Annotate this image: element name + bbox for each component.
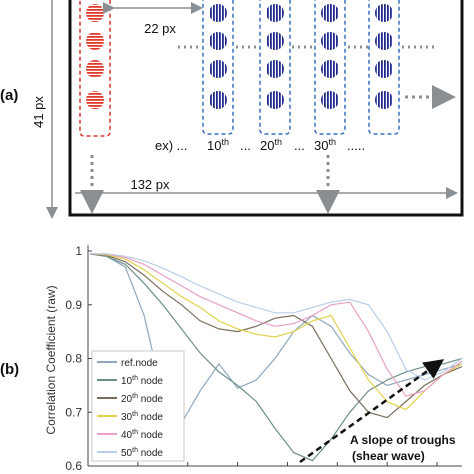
node-box-20 xyxy=(259,0,291,135)
series-line-1 xyxy=(87,253,463,462)
node xyxy=(209,32,227,50)
dim-41-label: 41 px xyxy=(31,96,46,128)
label-10th: 10th xyxy=(207,137,229,153)
y-tick-label: 1 xyxy=(75,244,82,258)
node xyxy=(266,4,284,22)
node xyxy=(321,32,339,50)
node xyxy=(321,60,339,78)
label-30th: 30th xyxy=(314,137,336,153)
legend-entry: 30th node xyxy=(121,411,163,423)
node xyxy=(375,91,393,109)
ref-node-box xyxy=(79,0,111,137)
legend-entry: ref.node xyxy=(121,358,158,369)
y-tick-label: 0.9 xyxy=(65,298,82,312)
ref-node xyxy=(86,32,104,50)
node xyxy=(375,4,393,22)
annotation-line2: (shear wave) xyxy=(352,449,425,463)
series-line-4 xyxy=(87,253,463,397)
label-20th: 20th xyxy=(260,137,282,153)
dots-between-1: ... xyxy=(240,138,251,153)
node-box-30 xyxy=(314,0,346,135)
y-tick-label: 0.8 xyxy=(65,352,82,366)
annotation-line1: A slope of troughs xyxy=(350,433,456,447)
node xyxy=(266,32,284,50)
legend-box xyxy=(91,350,185,462)
legend-entry: 40th node xyxy=(121,429,163,441)
ref-node xyxy=(86,60,104,78)
legend-entry: 50th node xyxy=(121,447,163,459)
node xyxy=(266,60,284,78)
node xyxy=(375,60,393,78)
ref-node xyxy=(86,91,104,109)
series-line-3 xyxy=(87,253,463,411)
panel-b-label: (b) xyxy=(0,361,19,378)
panel-a-label: (a) xyxy=(0,87,18,104)
legend-entry: 20th node xyxy=(121,393,163,405)
node xyxy=(209,60,227,78)
legend-entry: 10th node xyxy=(121,375,163,387)
y-tick-label: 0.6 xyxy=(65,459,82,473)
ref-node xyxy=(86,4,104,22)
dots-between-2: ... xyxy=(294,138,305,153)
dim-22-label: 22 px xyxy=(144,21,176,36)
node xyxy=(375,32,393,50)
panel-a-frame xyxy=(68,0,464,217)
node xyxy=(209,4,227,22)
node xyxy=(321,91,339,109)
trough-slope-arrow xyxy=(299,359,445,464)
trailing-dots: ..... xyxy=(347,138,365,153)
node xyxy=(321,4,339,22)
panel-a: 22 px 41 px (a) ex) ... 10th ... 20th ..… xyxy=(0,0,464,219)
node xyxy=(266,91,284,109)
series-line-5 xyxy=(88,253,463,381)
plot-area: 0.6 0.7 0.8 0.9 1 ref.node 10th node 20th node 3… xyxy=(65,244,463,473)
panel-b: (b) Correlation Coefficient (raw) 0.6 0.7… xyxy=(0,244,463,473)
node-labels: ex) ... 10th ... 20th ... 30th ..... xyxy=(155,137,365,153)
series-line-0 xyxy=(87,253,463,425)
node-box-40 xyxy=(368,0,400,135)
ref-node-column xyxy=(86,4,104,109)
example-prefix: ex) ... xyxy=(155,138,188,153)
node-grid xyxy=(209,4,393,109)
node xyxy=(209,91,227,109)
node-box-10 xyxy=(202,0,234,135)
y-axis-label: Correlation Coefficient (raw) xyxy=(44,285,58,434)
y-tick-label: 0.7 xyxy=(65,405,82,419)
dim-132-label: 132 px xyxy=(130,177,170,192)
legend: ref.node 10th node 20th node 30th node 40th … xyxy=(91,350,185,462)
